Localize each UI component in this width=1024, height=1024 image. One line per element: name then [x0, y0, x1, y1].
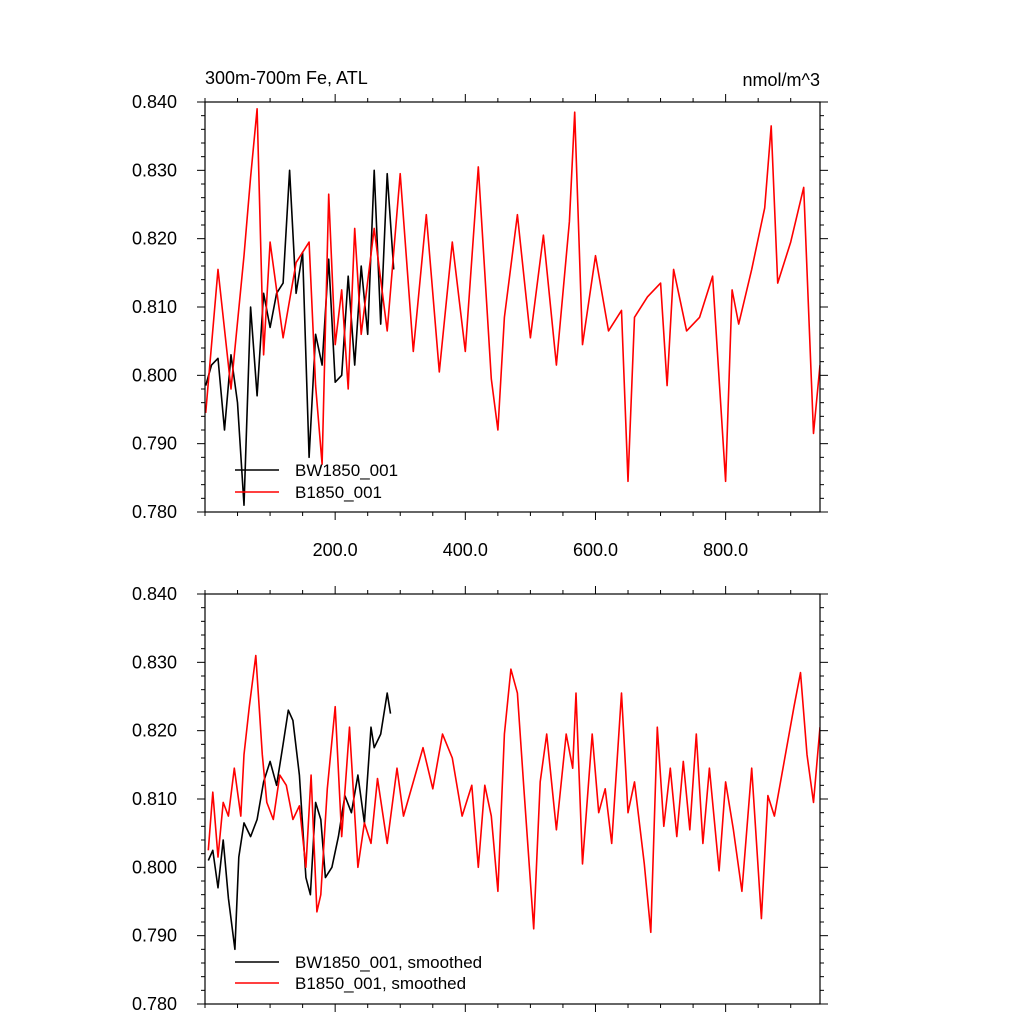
legend-label-0: BW1850_001, smoothed [295, 953, 482, 972]
y-tick-label: 0.810 [132, 789, 177, 809]
y-tick-label: 0.800 [132, 365, 177, 385]
plot-area: 0.780 0.790 0.800 0.810 0.820 0.830 0.840 200.0… [132, 92, 828, 560]
y-tick-label: 0.830 [132, 652, 177, 672]
bottom-panel: 0.780 0.790 0.800 0.810 0.820 0.830 0.840 BW185… [132, 584, 828, 1014]
y-tick-label: 0.840 [132, 584, 177, 604]
legend-label-0: BW1850_001 [295, 461, 398, 480]
series-line-1 [207, 654, 820, 934]
legend-label-1: B1850_001, smoothed [295, 974, 466, 993]
y-tick-label: 0.830 [132, 160, 177, 180]
series-line-0 [207, 692, 392, 951]
y-tick-label: 0.810 [132, 297, 177, 317]
y-tick-label: 0.840 [132, 92, 177, 112]
y-tick-label: 0.790 [132, 434, 177, 454]
series-line-1 [205, 108, 820, 483]
plot-area: 0.780 0.790 0.800 0.810 0.820 0.830 0.840 BW185… [132, 584, 828, 1014]
y-tick-label: 0.820 [132, 721, 177, 741]
x-tick-label: 200.0 [313, 540, 358, 560]
series-line-0 [205, 169, 395, 506]
legend-label-1: B1850_001 [295, 483, 382, 502]
y-tick-label: 0.800 [132, 857, 177, 877]
y-tick-label: 0.820 [132, 229, 177, 249]
x-tick-label: 800.0 [703, 540, 748, 560]
x-tick-label: 400.0 [443, 540, 488, 560]
y-tick-label: 0.780 [132, 502, 177, 522]
panel-title: 300m-700m Fe, ATL [205, 68, 368, 88]
y-tick-label: 0.780 [132, 994, 177, 1014]
x-tick-label: 600.0 [573, 540, 618, 560]
top-panel: 300m-700m Fe, ATL nmol/m^3 0.780 0.790 0.8… [132, 68, 828, 560]
y-tick-label: 0.790 [132, 926, 177, 946]
units-label: nmol/m^3 [743, 70, 820, 90]
